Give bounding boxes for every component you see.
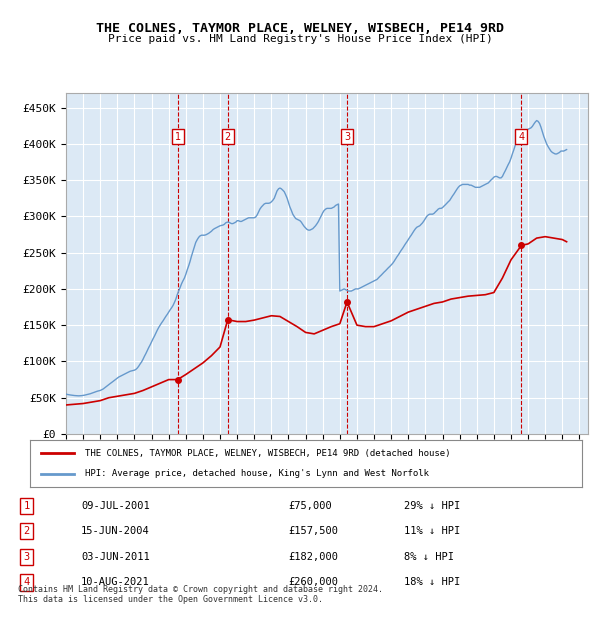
Text: £182,000: £182,000 (289, 552, 338, 562)
Text: THE COLNES, TAYMOR PLACE, WELNEY, WISBECH, PE14 9RD: THE COLNES, TAYMOR PLACE, WELNEY, WISBEC… (96, 22, 504, 35)
Text: 4: 4 (23, 577, 29, 587)
Text: HPI: Average price, detached house, King's Lynn and West Norfolk: HPI: Average price, detached house, King… (85, 469, 429, 478)
Text: 1: 1 (23, 501, 29, 511)
Text: 09-JUL-2001: 09-JUL-2001 (81, 501, 150, 511)
Text: THE COLNES, TAYMOR PLACE, WELNEY, WISBECH, PE14 9RD (detached house): THE COLNES, TAYMOR PLACE, WELNEY, WISBEC… (85, 449, 451, 458)
Text: 15-JUN-2004: 15-JUN-2004 (81, 526, 150, 536)
Text: 3: 3 (344, 131, 350, 141)
Text: 03-JUN-2011: 03-JUN-2011 (81, 552, 150, 562)
Text: 18% ↓ HPI: 18% ↓ HPI (404, 577, 460, 587)
Text: Contains HM Land Registry data © Crown copyright and database right 2024.
This d: Contains HM Land Registry data © Crown c… (18, 585, 383, 604)
Text: 2: 2 (23, 526, 29, 536)
Text: 10-AUG-2021: 10-AUG-2021 (81, 577, 150, 587)
Text: 4: 4 (518, 131, 524, 141)
Text: 2: 2 (224, 131, 231, 141)
Text: 8% ↓ HPI: 8% ↓ HPI (404, 552, 454, 562)
Text: £260,000: £260,000 (289, 577, 338, 587)
Text: 1: 1 (175, 131, 181, 141)
Text: 3: 3 (23, 552, 29, 562)
Text: 11% ↓ HPI: 11% ↓ HPI (404, 526, 460, 536)
Text: Price paid vs. HM Land Registry's House Price Index (HPI): Price paid vs. HM Land Registry's House … (107, 34, 493, 44)
Text: 29% ↓ HPI: 29% ↓ HPI (404, 501, 460, 511)
Text: £75,000: £75,000 (289, 501, 332, 511)
Text: £157,500: £157,500 (289, 526, 338, 536)
